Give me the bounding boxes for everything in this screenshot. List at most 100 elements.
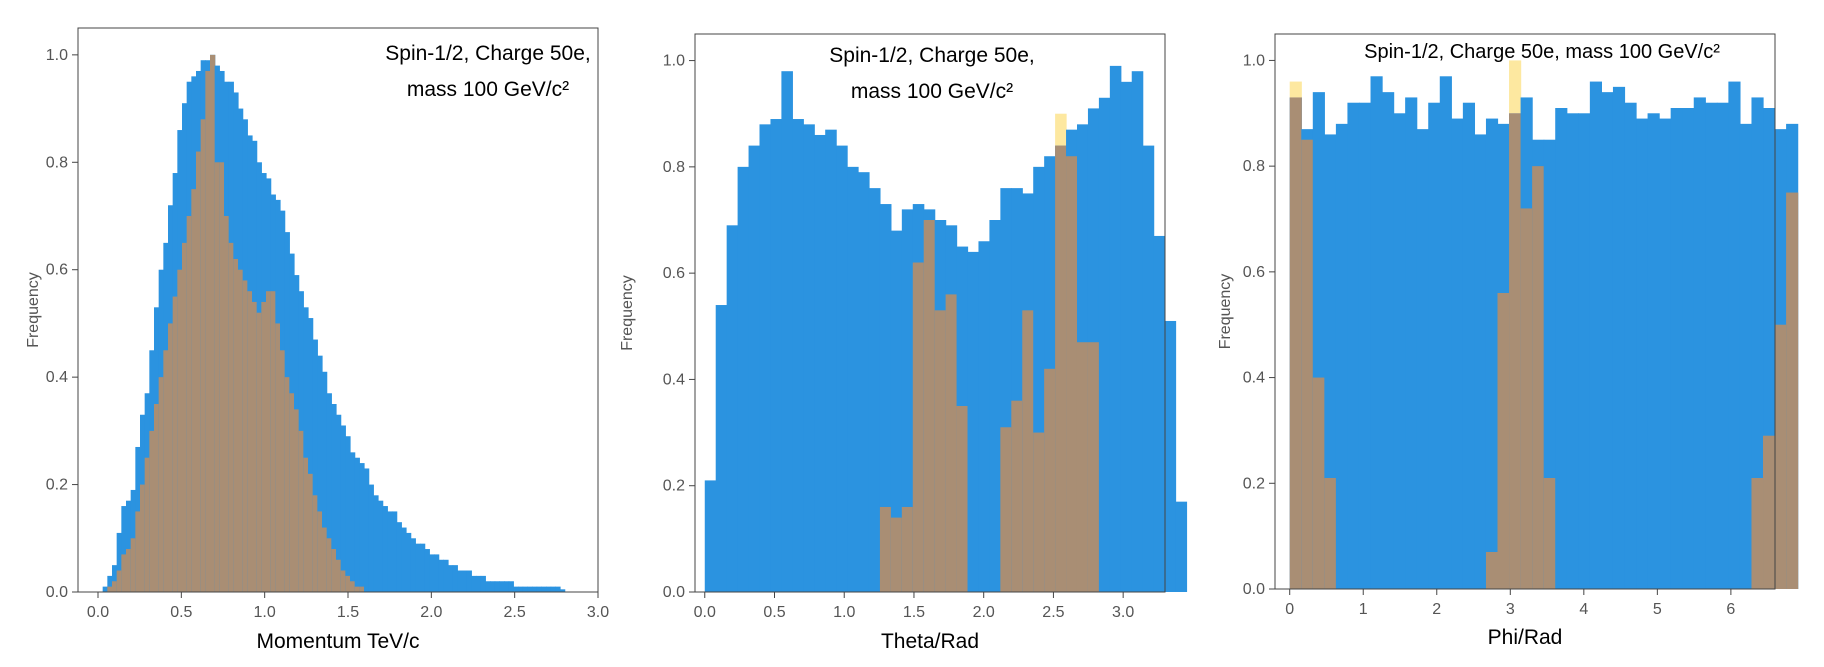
bar-overlap [252,301,258,592]
chart-annotation-line-2: mass 100 GeV/c² [851,80,1013,103]
bar-overlap [1044,368,1056,592]
bar-series-1 [126,500,132,592]
bar-overlap [1076,342,1089,592]
bar-series-1 [345,436,351,592]
chart-panel-3: 0 1 2 3 4 5 6 0.0 0.2 0.4 0.6 0.8 1.0 Phi/Rad Frequenc… [1217,33,1799,649]
bar-series-1 [382,506,388,592]
bar-series-1 [560,589,566,592]
bar-series-1 [326,393,332,592]
bar-series-1 [392,511,398,592]
bar-series-1 [1142,145,1155,592]
bar-overlap [112,581,118,592]
bar-overlap [158,377,164,592]
bar-series-1 [420,543,426,592]
bar-overlap [1055,145,1067,592]
bar-overlap [233,258,239,592]
bar-overlap [1751,478,1764,589]
bar-overlap [1011,400,1023,592]
histogram-bars [704,65,1188,593]
bar-series-1 [317,355,323,592]
bar-series-1 [429,554,435,592]
bar-series-1 [890,230,903,592]
bar-series-1 [546,586,552,592]
x-axis-label: Theta/Rad [881,630,979,653]
y-tick-label: 0.0 [46,584,68,601]
y-tick-label: 0.6 [46,262,68,279]
bar-overlap [200,119,206,593]
bar-overlap [1763,435,1776,589]
bar-series-1 [415,543,421,592]
bar-series-1 [825,129,837,592]
bar-overlap [1497,293,1510,589]
chart-panel-2: 0.0 0.5 1.0 1.5 2.0 2.5 3.0 0.0 0.2 0.4 0.6 0.8 1.0 T… [619,33,1188,653]
bar-series-1 [1382,92,1395,590]
y-tick-label: 1.0 [663,53,685,70]
x-tick-label: 1 [1359,601,1368,618]
bar-overlap [205,70,211,592]
bar-series-1 [121,506,127,592]
bar-series-1 [1566,113,1579,590]
y-tick-label: 0.2 [663,478,685,495]
y-tick-label: 0.2 [46,477,68,494]
x-tick-label: 2.5 [504,604,526,621]
bar-series-1 [1670,108,1683,589]
bar-series-1 [858,172,870,592]
bar-series-1 [1751,97,1764,589]
bar-series-1 [424,549,430,592]
bar-series-1 [814,134,826,592]
bar-series-1 [303,307,309,592]
x-axis-label: Momentum TeV/c [256,630,419,653]
bar-overlap [116,570,122,592]
bar-series-1 [1370,76,1383,590]
bar-overlap [336,559,342,592]
bar-series-1 [536,586,542,592]
bar-series-1 [1109,65,1122,592]
bar-series-1 [485,581,491,592]
bar-overlap [121,554,127,592]
bar-overlap [890,517,903,592]
x-tick-label: 1.5 [903,604,925,621]
bar-series-1 [527,586,533,592]
bar-series-1 [1347,102,1360,589]
bar-series-1 [471,575,477,592]
bar-overlap [270,291,276,592]
bar-series-1 [1120,81,1133,592]
bar-series-1 [452,565,458,592]
bar-overlap [163,350,169,592]
bar-series-1 [1716,102,1729,589]
chart-annotation-line-1: Spin-1/2, Charge 50e, [385,42,590,65]
bar-series-1 [1324,134,1337,589]
histogram-bars [102,54,566,593]
bar-series-1 [457,570,463,592]
bar-series-1 [378,500,384,592]
bar-series-1 [1578,113,1591,590]
plot-frame [694,33,1166,593]
histogram-bars [1289,60,1799,590]
bar-overlap [340,570,346,592]
bar-series-2 [1289,81,1302,98]
bar-series-1 [438,559,444,592]
x-tick-label: 2.0 [420,604,442,621]
bar-overlap [322,527,328,592]
bar-series-1 [541,586,547,592]
bar-series-1 [1659,118,1672,590]
bar-overlap [140,484,146,592]
x-tick-label: 1.0 [833,604,855,621]
y-tick-label: 0.0 [663,584,685,601]
bar-series-2 [1509,60,1522,114]
bar-overlap [261,301,267,592]
bar-overlap [1033,432,1045,592]
y-tick-label: 0.4 [46,369,68,386]
bar-overlap [317,511,323,592]
bar-overlap [359,586,365,592]
bar-overlap [284,377,290,592]
x-tick-label: 0 [1285,601,1294,618]
bar-series-1 [499,581,505,592]
bar-series-1 [737,166,750,592]
x-tick-label: 3 [1506,601,1515,618]
x-tick-label: 6 [1726,601,1735,618]
bar-series-1 [989,220,1001,592]
bar-series-1 [1589,81,1602,590]
bar-series-1 [364,468,370,592]
bar-overlap [247,291,253,592]
